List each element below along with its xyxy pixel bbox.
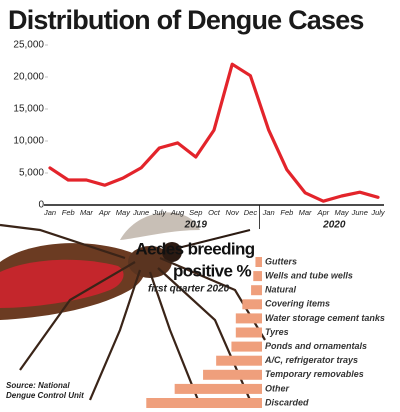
y-tick-label: 10,000 [13, 136, 44, 147]
y-tick-label: 25,000 [13, 40, 44, 51]
bar-chart-subtitle: first quarter 2020 [148, 284, 230, 295]
bar [235, 313, 262, 324]
bar-label: Wells and tube wells [265, 270, 353, 280]
bar-label: Discarded [265, 397, 309, 407]
y-tick-label: 15,000 [13, 104, 44, 115]
x-tick-label: July [152, 208, 168, 217]
bar-chart-title: positive % [173, 261, 252, 280]
x-tick-label: June [132, 208, 149, 217]
x-tick-label: Mar [80, 208, 93, 217]
x-tick-label: Mar [299, 208, 312, 217]
x-tick-label: Apr [98, 208, 111, 217]
x-tick-label: Feb [62, 208, 75, 217]
x-tick-label: June [351, 208, 368, 217]
x-tick-label: May [116, 208, 131, 217]
bar-label: Tyres [265, 327, 289, 337]
mosquito-illustration [0, 212, 266, 406]
bar [146, 398, 262, 408]
bar [235, 327, 262, 338]
x-tick-label: Sep [189, 208, 202, 217]
source-note: Source: National [6, 381, 70, 390]
bar [216, 355, 262, 366]
x-tick-label: Jan [262, 208, 275, 217]
x-tick-label: Aug [170, 208, 185, 217]
bar-chart-title: Aedes breeding [135, 239, 254, 258]
bar-label: Ponds and ornamentals [265, 341, 367, 351]
bar-label: Gutters [265, 256, 297, 266]
x-tick-label: Nov [226, 208, 241, 217]
bar [242, 299, 262, 310]
bar [174, 383, 262, 394]
y-tick-label: 5,000 [19, 168, 44, 179]
y-tick-label: 20,000 [13, 72, 44, 83]
bar [255, 257, 262, 267]
bar [253, 271, 262, 282]
x-tick-label: Jan [43, 208, 56, 217]
x-tick-label: Apr [316, 208, 329, 217]
bar-label: Water storage cement tanks [265, 313, 385, 323]
x-tick-label: Oct [208, 208, 221, 217]
x-tick-label: May [334, 208, 349, 217]
y-tick-label: 0 [38, 200, 44, 211]
source-note: Dengue Control Unit [6, 391, 84, 400]
bar-label: Natural [265, 285, 297, 295]
line-chart: 0 5,000 10,000 15,000 20,000 25,000 Jan Feb Mar A… [6, 40, 386, 400]
bar-label: Covering items [265, 299, 330, 309]
bar [231, 341, 262, 352]
x-tick-label: Feb [280, 208, 293, 217]
bar-chart: Aedes breeding positive % first quarter 20… [135, 239, 385, 408]
bar [251, 285, 262, 296]
year-label: 2020 [322, 220, 346, 231]
bar-label: A/C, refrigerator trays [264, 355, 358, 365]
bar [203, 369, 262, 380]
chart-title: Distribution of Dengue Cases [8, 5, 364, 35]
bar-label: Other [265, 383, 290, 393]
year-label: 2019 [184, 220, 208, 231]
x-tick-label: Dec [244, 208, 258, 217]
bar-label: Temporary removables [265, 369, 364, 379]
x-tick-label: July [370, 208, 386, 217]
line-series [48, 62, 380, 203]
